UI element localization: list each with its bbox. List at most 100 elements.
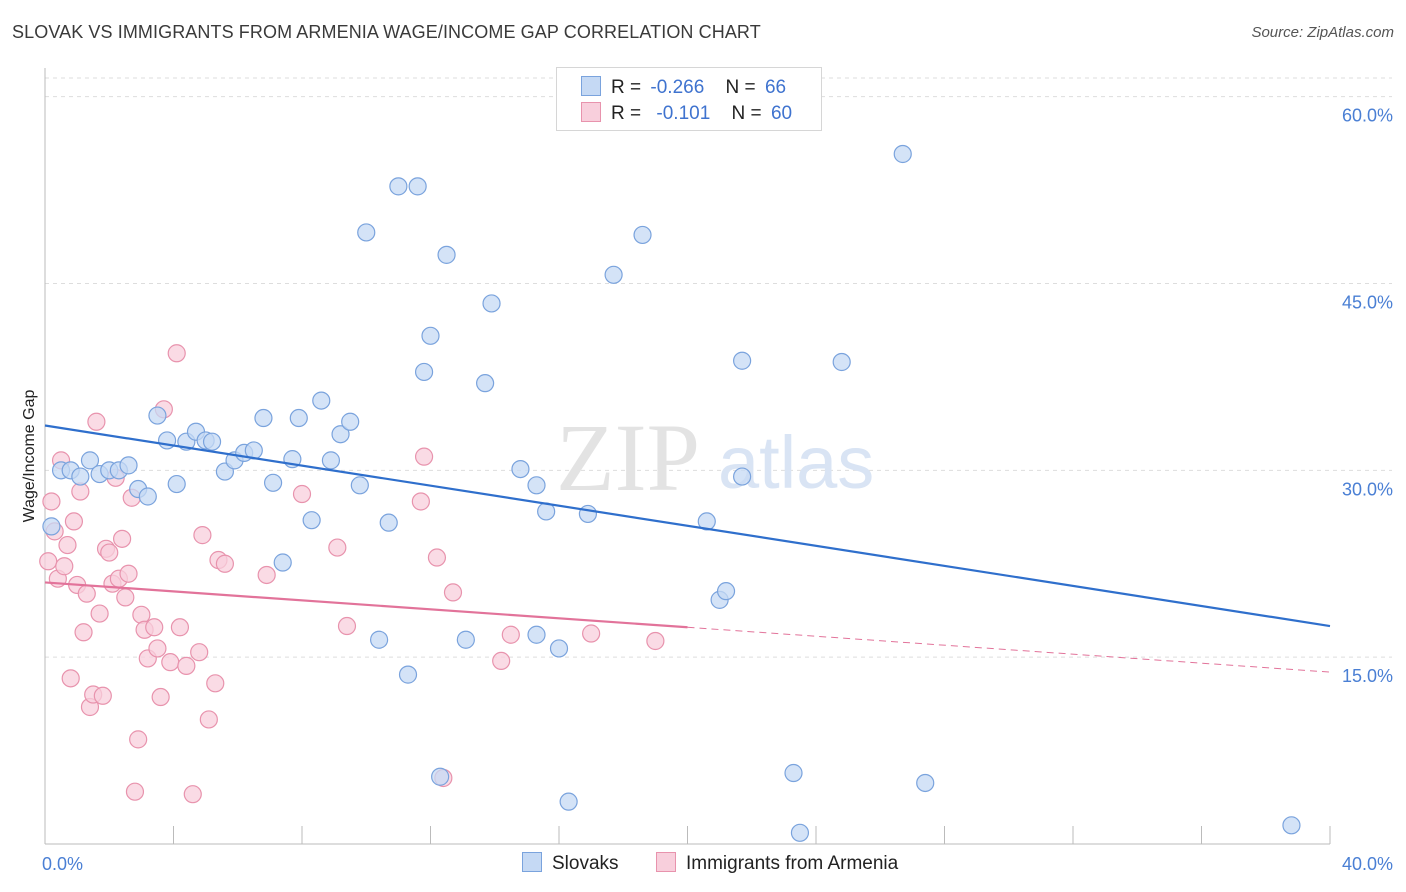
slovak-point	[341, 412, 360, 431]
series-swatch-armenia	[656, 852, 676, 872]
legend-r-label: R =	[611, 103, 642, 124]
armenia-point	[74, 623, 93, 642]
slovak-point	[254, 408, 273, 428]
legend-r-value: -0.101	[656, 103, 711, 124]
armenia-point	[183, 785, 202, 804]
legend-swatch-slovak	[581, 76, 601, 96]
armenia-point	[443, 583, 463, 602]
slovak-point	[302, 511, 321, 530]
armenia-point	[61, 669, 80, 688]
slovak-point	[350, 476, 369, 495]
tick-labels: 60.0% 45.0% 30.0% 15.0% 0.0% 40.0%	[42, 106, 1393, 874]
slovak-point	[289, 408, 308, 428]
armenia-point	[129, 730, 148, 749]
armenia-point	[170, 618, 190, 637]
slovak-point	[604, 265, 623, 284]
slovak-point	[331, 425, 350, 444]
legend-n-label: N =	[731, 103, 762, 124]
watermark-zip: ZIP	[556, 404, 700, 511]
slovak-point	[527, 476, 546, 495]
y-axis-title: Wage/Income Gap	[21, 390, 38, 523]
armenia-point	[145, 618, 164, 637]
trend-lines	[44, 424, 1331, 673]
slovak-point	[716, 582, 736, 601]
armenia-point	[100, 543, 119, 562]
slovak-point	[559, 792, 578, 811]
slovak-trend-line	[44, 424, 1331, 628]
slovak-point	[398, 665, 418, 684]
armenia-point	[116, 588, 135, 607]
series-legend-armenia: Immigrants from Armenia	[656, 852, 898, 875]
slovak-point	[456, 630, 475, 649]
armenia-point	[132, 605, 151, 624]
y-tick-label: 15.0%	[1342, 666, 1393, 686]
y-tick-label: 30.0%	[1342, 479, 1393, 499]
slovak-point	[790, 823, 810, 842]
legend-r-label: R =	[611, 77, 642, 98]
armenia-point	[58, 535, 77, 555]
armenia-point	[646, 631, 665, 651]
slovak-point	[476, 374, 495, 393]
slovak-point	[633, 225, 652, 245]
slovak-point	[527, 625, 546, 644]
chart-title: SLOVAK VS IMMIGRANTS FROM ARMENIA WAGE/I…	[12, 22, 761, 42]
legend-n-label: N =	[725, 77, 756, 98]
slovak-point	[273, 553, 292, 572]
armenia-point	[492, 651, 511, 671]
armenia-point	[190, 643, 209, 662]
slovak-point	[733, 467, 752, 486]
armenia-point	[257, 565, 276, 585]
slovak-point	[138, 487, 157, 506]
slovak-point	[437, 245, 456, 264]
axes	[44, 68, 1331, 845]
slovak-point	[482, 294, 501, 313]
slovak-point	[321, 451, 341, 470]
watermark: ZIP atlas	[556, 404, 874, 511]
armenia-point	[292, 484, 312, 504]
slovak-point	[379, 513, 398, 532]
slovak-point	[578, 504, 598, 524]
armenia-point	[427, 548, 447, 567]
armenia-point	[148, 639, 167, 658]
armenia-point	[55, 557, 74, 576]
armenia-point	[206, 674, 225, 693]
legend-row-armenia: R = -0.101 N = 60	[581, 102, 792, 126]
armenia-point	[151, 687, 170, 707]
armenia-point	[90, 604, 109, 623]
legend-row-slovak: R = -0.266 N = 66	[581, 76, 786, 100]
slovak-point	[357, 223, 376, 242]
slovak-point	[167, 474, 186, 494]
legend-r-value: -0.266	[650, 77, 705, 98]
slovak-point	[421, 326, 440, 345]
series-legend-slovaks: Slovaks	[522, 852, 619, 875]
armenia-point	[93, 686, 112, 705]
armenia-point	[119, 564, 138, 583]
armenia-point	[42, 492, 61, 511]
legend-n-value: 66	[764, 77, 787, 98]
slovak-points	[42, 144, 1301, 842]
armenia-points	[39, 344, 665, 804]
slovak-point	[697, 512, 716, 531]
x-tick-label: 0.0%	[42, 854, 83, 874]
slovak-point	[893, 144, 912, 164]
armenia-point	[193, 526, 212, 545]
armenia-point	[215, 554, 234, 573]
armenia-trend-line	[44, 581, 688, 629]
armenia-point	[64, 512, 84, 531]
slovak-point	[263, 473, 283, 492]
slovak-point	[431, 767, 450, 786]
slovak-point	[1282, 816, 1301, 835]
slovak-point	[202, 432, 222, 451]
slovak-point	[80, 451, 100, 470]
armenia-point	[414, 447, 434, 466]
armenia-point	[328, 538, 347, 557]
slovak-point	[119, 456, 138, 475]
armenia-point	[77, 584, 96, 603]
slovak-point	[414, 362, 434, 382]
slovak-point	[148, 406, 167, 425]
armenia-point	[199, 710, 218, 729]
series-name-armenia: Immigrants from Armenia	[686, 853, 899, 874]
slovak-point	[370, 630, 389, 649]
armenia-point	[501, 625, 520, 644]
